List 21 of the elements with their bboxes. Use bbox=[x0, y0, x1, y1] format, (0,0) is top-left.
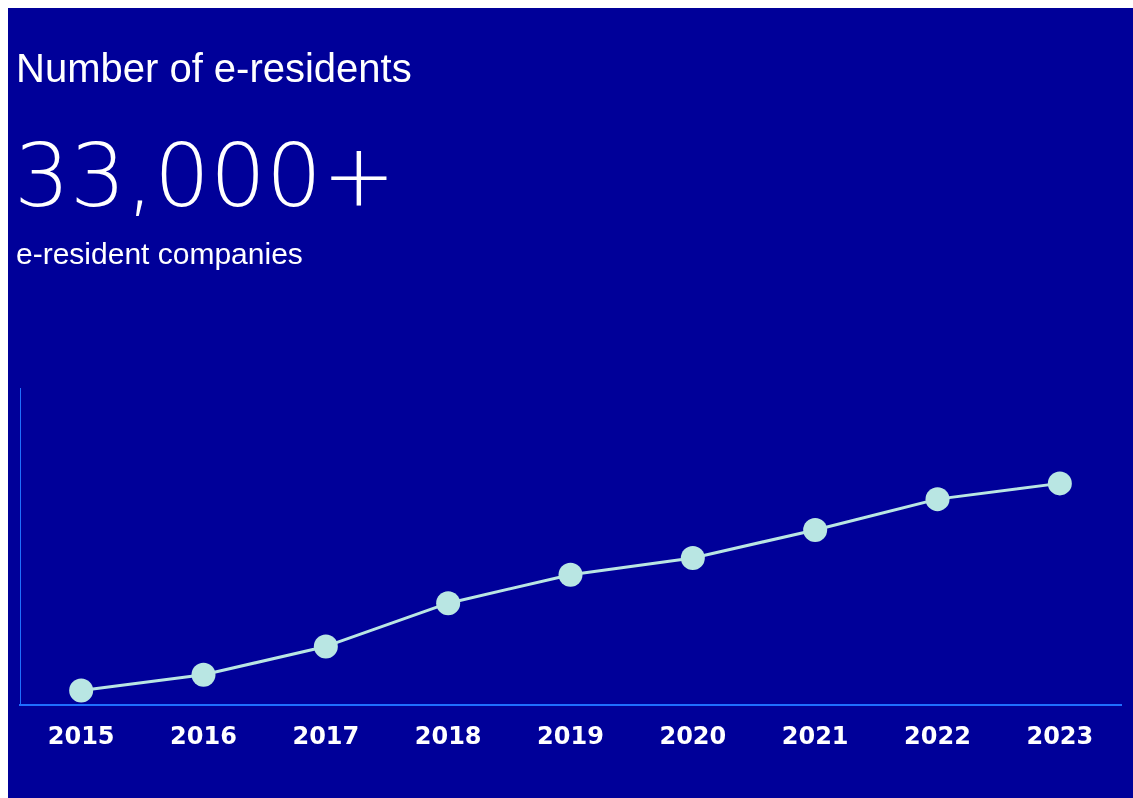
text: e-resident companies bbox=[16, 236, 303, 272]
point bbox=[191, 662, 216, 687]
point bbox=[69, 678, 94, 703]
x-tick-label: 2018 bbox=[414, 721, 482, 750]
point bbox=[803, 517, 828, 542]
point bbox=[558, 562, 583, 587]
x-tick-label: 2020 bbox=[659, 721, 727, 750]
point bbox=[680, 545, 705, 570]
point bbox=[436, 591, 461, 616]
point bbox=[925, 487, 950, 512]
chart-subtitle: 33,000+ bbox=[14, 124, 396, 227]
x-tick-label: 2016 bbox=[170, 721, 237, 750]
x-tick-label: 2017 bbox=[292, 721, 360, 750]
point bbox=[313, 634, 338, 659]
x-tick-label: 2021 bbox=[781, 721, 849, 750]
x-tick-label: 2019 bbox=[537, 721, 604, 750]
chart-title: Number of e-residents bbox=[16, 45, 412, 92]
x-tick-label: 2023 bbox=[1026, 721, 1094, 750]
point bbox=[1047, 471, 1072, 496]
x-tick-label: 2022 bbox=[904, 721, 971, 750]
x-tick-label: 2015 bbox=[47, 721, 115, 750]
